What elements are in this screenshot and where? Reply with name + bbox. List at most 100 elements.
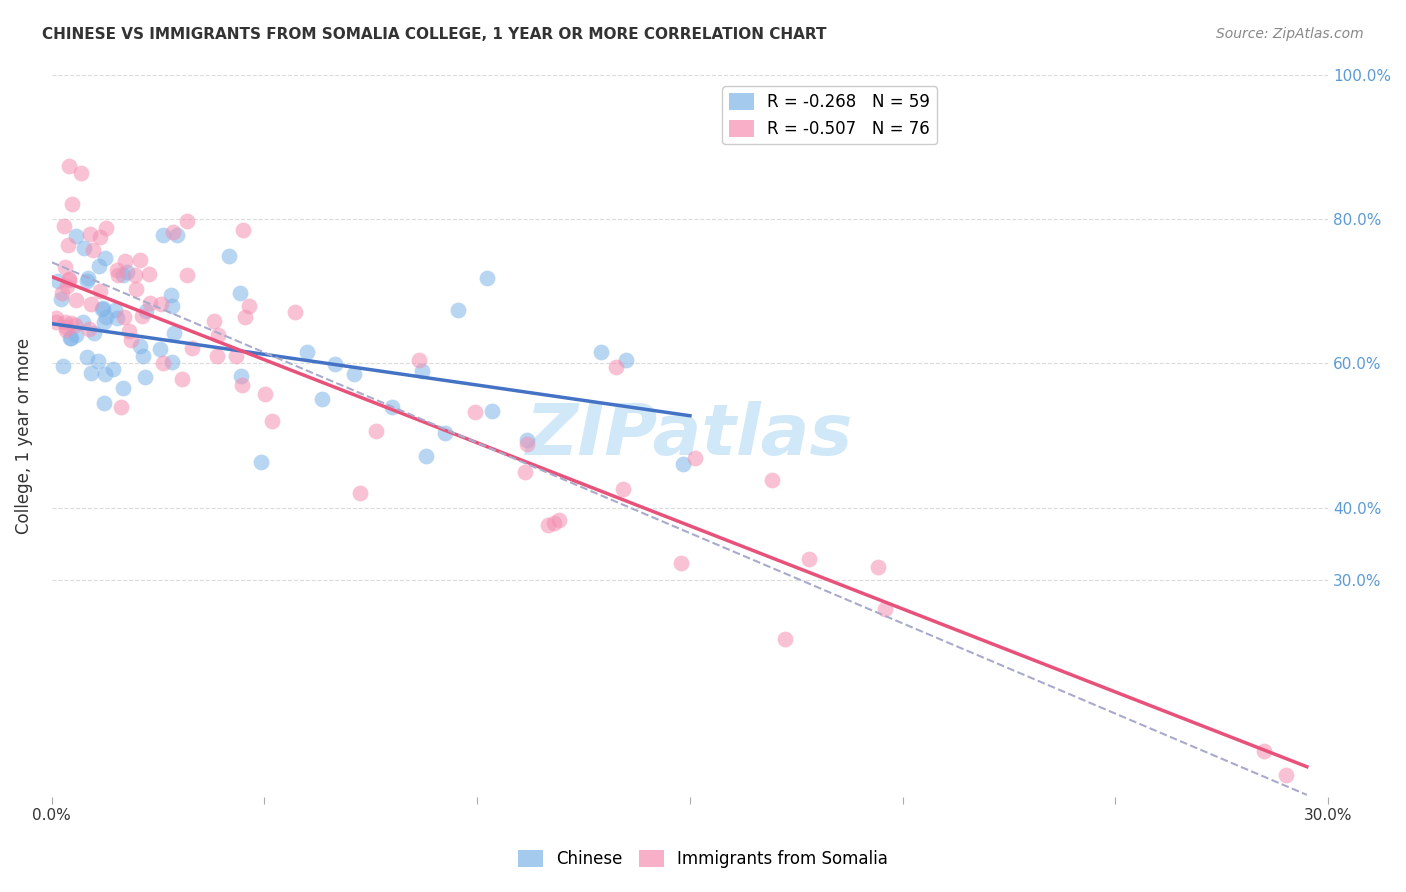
Point [253, 387, 276, 401]
Point [94, 220, 117, 235]
Point [89, 285, 111, 299]
Point [162, 225, 184, 239]
Point [105, 310, 128, 325]
Point [152, 356, 174, 370]
Point [53, 260, 76, 275]
Point [515, 466, 537, 480]
Point [683, 450, 706, 465]
Point [59, 316, 82, 330]
Point [464, 405, 486, 419]
Point [284, 305, 307, 319]
Point [45, 315, 67, 329]
Point [614, 352, 637, 367]
Point [79, 227, 101, 242]
Point [225, 349, 247, 363]
Point [83, 326, 105, 340]
Point [65, 318, 87, 332]
Point [761, 473, 783, 487]
Point [49, 292, 72, 306]
Point [366, 424, 388, 438]
Point [349, 486, 371, 500]
Point [105, 263, 128, 277]
Point [548, 513, 571, 527]
Point [90, 301, 112, 316]
Point [58, 272, 80, 286]
Legend: Chinese, Immigrants from Somalia: Chinese, Immigrants from Somalia [510, 843, 896, 875]
Point [218, 249, 240, 263]
Point [477, 271, 499, 285]
Point [229, 368, 252, 383]
Point [94, 310, 117, 324]
Point [125, 282, 148, 296]
Point [238, 299, 260, 313]
Point [671, 457, 693, 471]
Point [93, 315, 115, 329]
Point [91, 301, 114, 315]
Point [411, 364, 433, 378]
Point [89, 230, 111, 244]
Text: ZIPatlas: ZIPatlas [526, 401, 853, 470]
Point [58, 159, 80, 173]
Point [110, 400, 132, 414]
Point [53, 315, 76, 329]
Point [775, 632, 797, 647]
Point [160, 355, 183, 369]
Point [131, 309, 153, 323]
Point [65, 229, 87, 244]
Point [51, 286, 73, 301]
Point [481, 403, 503, 417]
Point [55, 323, 77, 337]
Point [93, 367, 115, 381]
Point [111, 268, 134, 282]
Point [408, 352, 430, 367]
Point [69, 165, 91, 179]
Point [139, 295, 162, 310]
Point [163, 326, 186, 341]
Point [65, 328, 87, 343]
Point [233, 310, 256, 324]
Point [231, 377, 253, 392]
Point [55, 319, 77, 334]
Point [89, 260, 111, 274]
Point [152, 227, 174, 242]
Point [60, 196, 83, 211]
Point [129, 338, 152, 352]
Point [433, 426, 456, 441]
Legend: R = -0.268   N = 59, R = -0.507   N = 76: R = -0.268 N = 59, R = -0.507 N = 76 [723, 87, 936, 145]
Point [669, 556, 692, 570]
Point [150, 297, 173, 311]
Point [104, 302, 127, 317]
Point [77, 322, 100, 336]
Point [114, 253, 136, 268]
Point [323, 357, 346, 371]
Point [229, 286, 252, 301]
Point [82, 243, 104, 257]
Point [232, 223, 254, 237]
Point [181, 341, 204, 355]
Point [138, 267, 160, 281]
Point [45, 311, 67, 326]
Point [381, 400, 404, 414]
Point [591, 345, 613, 359]
Point [111, 381, 134, 395]
Y-axis label: College, 1 year or more: College, 1 year or more [15, 337, 32, 533]
Point [1274, 768, 1296, 782]
Point [56, 279, 79, 293]
Point [80, 367, 103, 381]
Point [873, 602, 896, 616]
Point [53, 219, 76, 234]
Point [134, 370, 156, 384]
Point [58, 273, 80, 287]
Point [605, 359, 627, 374]
Point [260, 414, 283, 428]
Point [537, 517, 560, 532]
Point [415, 449, 437, 463]
Point [516, 437, 538, 451]
Point [543, 516, 565, 530]
Point [866, 559, 889, 574]
Point [52, 359, 75, 373]
Point [87, 354, 110, 368]
Point [170, 372, 193, 386]
Text: Source: ZipAtlas.com: Source: ZipAtlas.com [1216, 27, 1364, 41]
Point [166, 228, 188, 243]
